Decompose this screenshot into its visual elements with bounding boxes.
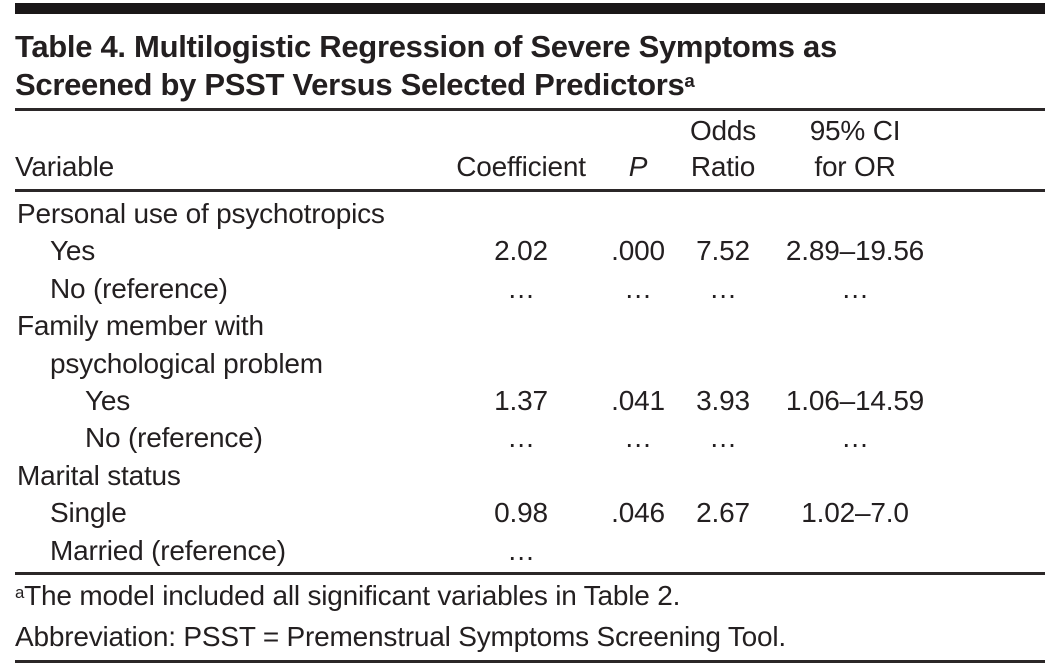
row-variable-label: Marital status bbox=[17, 459, 181, 491]
row-coefficient-value: 0.98 bbox=[494, 497, 548, 529]
table-row: Marital status bbox=[15, 457, 1045, 494]
row-p-value bbox=[599, 195, 677, 232]
table-row: Personal use of psychotropics bbox=[15, 195, 1045, 232]
row-odds-ratio-value: … bbox=[709, 272, 737, 304]
row-p-value bbox=[599, 345, 677, 382]
table-title-line2-text: Screened by PSST Versus Selected Predict… bbox=[15, 67, 685, 102]
column-header-coefficient: Coefficient bbox=[456, 151, 586, 182]
row-spacer bbox=[941, 345, 1045, 382]
row-spacer bbox=[941, 419, 1045, 456]
title-footnote-marker: a bbox=[684, 69, 695, 91]
column-header-odds-ratio-line2: Ratio bbox=[690, 151, 756, 182]
row-odds-ratio-value bbox=[677, 532, 769, 569]
row-variable-label: Yes bbox=[50, 235, 96, 267]
column-header-ci: 95% CI for OR bbox=[769, 113, 941, 185]
row-odds-ratio-value: 3.93 bbox=[696, 385, 750, 417]
row-p-value: … bbox=[624, 422, 652, 454]
row-odds-ratio-value: 2.67 bbox=[696, 497, 750, 529]
footnote-abbreviation: Abbreviation: PSST = Premenstrual Sympto… bbox=[15, 620, 786, 652]
row-spacer bbox=[941, 532, 1045, 569]
row-coefficient-value bbox=[443, 457, 599, 494]
column-header-odds-ratio: Odds Ratio bbox=[677, 113, 769, 185]
footnote-a-text: The model included all significant varia… bbox=[24, 580, 681, 612]
row-ci-value: 1.02–7.0 bbox=[801, 497, 909, 529]
table-row: No (reference) … … … … bbox=[15, 419, 1045, 456]
row-p-value: … bbox=[624, 272, 652, 304]
row-variable-label: psychological problem bbox=[50, 347, 323, 379]
row-ci-value bbox=[769, 345, 941, 382]
table-title-line1-text: Table 4. Multilogistic Regression of Sev… bbox=[15, 29, 837, 64]
table-body: Personal use of psychotropics Yes 2.02 .… bbox=[15, 192, 1045, 572]
header-bottom-rule bbox=[15, 189, 1045, 192]
row-spacer bbox=[941, 307, 1045, 344]
row-ci-value bbox=[769, 195, 941, 232]
row-variable-label: Personal use of psychotropics bbox=[17, 198, 385, 229]
table-footnotes: aThe model included all significant vari… bbox=[15, 575, 1045, 660]
row-variable-label: Single bbox=[50, 497, 127, 529]
row-odds-ratio-value bbox=[677, 457, 769, 494]
row-variable-label: Married (reference) bbox=[50, 534, 286, 566]
table-row: psychological problem bbox=[15, 345, 1045, 382]
row-odds-ratio-value bbox=[677, 307, 769, 344]
row-coefficient-value: 1.37 bbox=[494, 385, 548, 417]
row-variable-label: No (reference) bbox=[85, 422, 263, 454]
row-p-value bbox=[599, 307, 677, 344]
row-p-value: .041 bbox=[611, 385, 665, 417]
footnote-a: aThe model included all significant vari… bbox=[15, 578, 1045, 619]
row-ci-value: … bbox=[841, 272, 869, 304]
row-coefficient-value: … bbox=[507, 534, 535, 566]
row-coefficient-value bbox=[443, 195, 599, 232]
row-odds-ratio-value bbox=[677, 195, 769, 232]
table-row: Single 0.98 .046 2.67 1.02–7.0 bbox=[15, 494, 1045, 531]
row-ci-value bbox=[769, 307, 941, 344]
row-odds-ratio-value: 7.52 bbox=[696, 235, 750, 267]
row-coefficient-value: … bbox=[507, 422, 535, 454]
row-spacer bbox=[941, 270, 1045, 307]
row-variable-label: Yes bbox=[85, 385, 131, 417]
row-ci-value bbox=[769, 457, 941, 494]
table-row: Family member with bbox=[15, 307, 1045, 344]
row-p-value bbox=[599, 457, 677, 494]
column-header-ci-line2: for OR bbox=[814, 151, 896, 182]
row-ci-value: … bbox=[841, 422, 869, 454]
row-coefficient-value bbox=[443, 345, 599, 382]
row-coefficient-value bbox=[443, 307, 599, 344]
table-row: Yes 2.02 .000 7.52 2.89–19.56 bbox=[15, 232, 1045, 269]
row-odds-ratio-value: … bbox=[709, 422, 737, 454]
row-variable-label: No (reference) bbox=[50, 272, 228, 304]
row-odds-ratio-value bbox=[677, 345, 769, 382]
row-spacer bbox=[941, 195, 1045, 232]
column-header-variable: Variable bbox=[15, 151, 115, 182]
table-title-line2: Screened by PSST Versus Selected Predict… bbox=[15, 66, 1045, 108]
row-spacer bbox=[941, 382, 1045, 419]
column-header-ci-line1: 95% CI bbox=[809, 115, 901, 146]
table-row: Yes 1.37 .041 3.93 1.06–14.59 bbox=[15, 382, 1045, 419]
header-top-rule bbox=[15, 108, 1045, 111]
top-divider-bar bbox=[15, 3, 1045, 14]
table-header-row: Variable Coefficient P Odds Ratio 95% CI… bbox=[15, 111, 1045, 189]
table-title-line1: Table 4. Multilogistic Regression of Sev… bbox=[15, 28, 1045, 66]
row-p-value bbox=[599, 532, 677, 569]
footnote-a-marker: a bbox=[15, 582, 25, 602]
row-variable-label: Family member with bbox=[17, 310, 264, 342]
row-coefficient-value: 2.02 bbox=[494, 235, 548, 267]
row-p-value: .000 bbox=[611, 235, 665, 267]
column-header-p: P bbox=[628, 151, 648, 182]
table-title: Table 4. Multilogistic Regression of Sev… bbox=[15, 14, 1045, 108]
table-row: No (reference) … … … … bbox=[15, 270, 1045, 307]
row-coefficient-value: … bbox=[507, 272, 535, 304]
row-ci-value bbox=[769, 532, 941, 569]
row-spacer bbox=[941, 494, 1045, 531]
row-ci-value: 2.89–19.56 bbox=[785, 235, 925, 267]
row-spacer bbox=[941, 232, 1045, 269]
bottom-rule bbox=[15, 660, 1045, 664]
row-spacer bbox=[941, 457, 1045, 494]
row-p-value: .046 bbox=[611, 497, 665, 529]
column-header-odds-ratio-line1: Odds bbox=[689, 115, 757, 146]
table-row: Married (reference) … bbox=[15, 532, 1045, 569]
body-bottom-rule bbox=[15, 572, 1045, 576]
row-ci-value: 1.06–14.59 bbox=[785, 385, 925, 417]
